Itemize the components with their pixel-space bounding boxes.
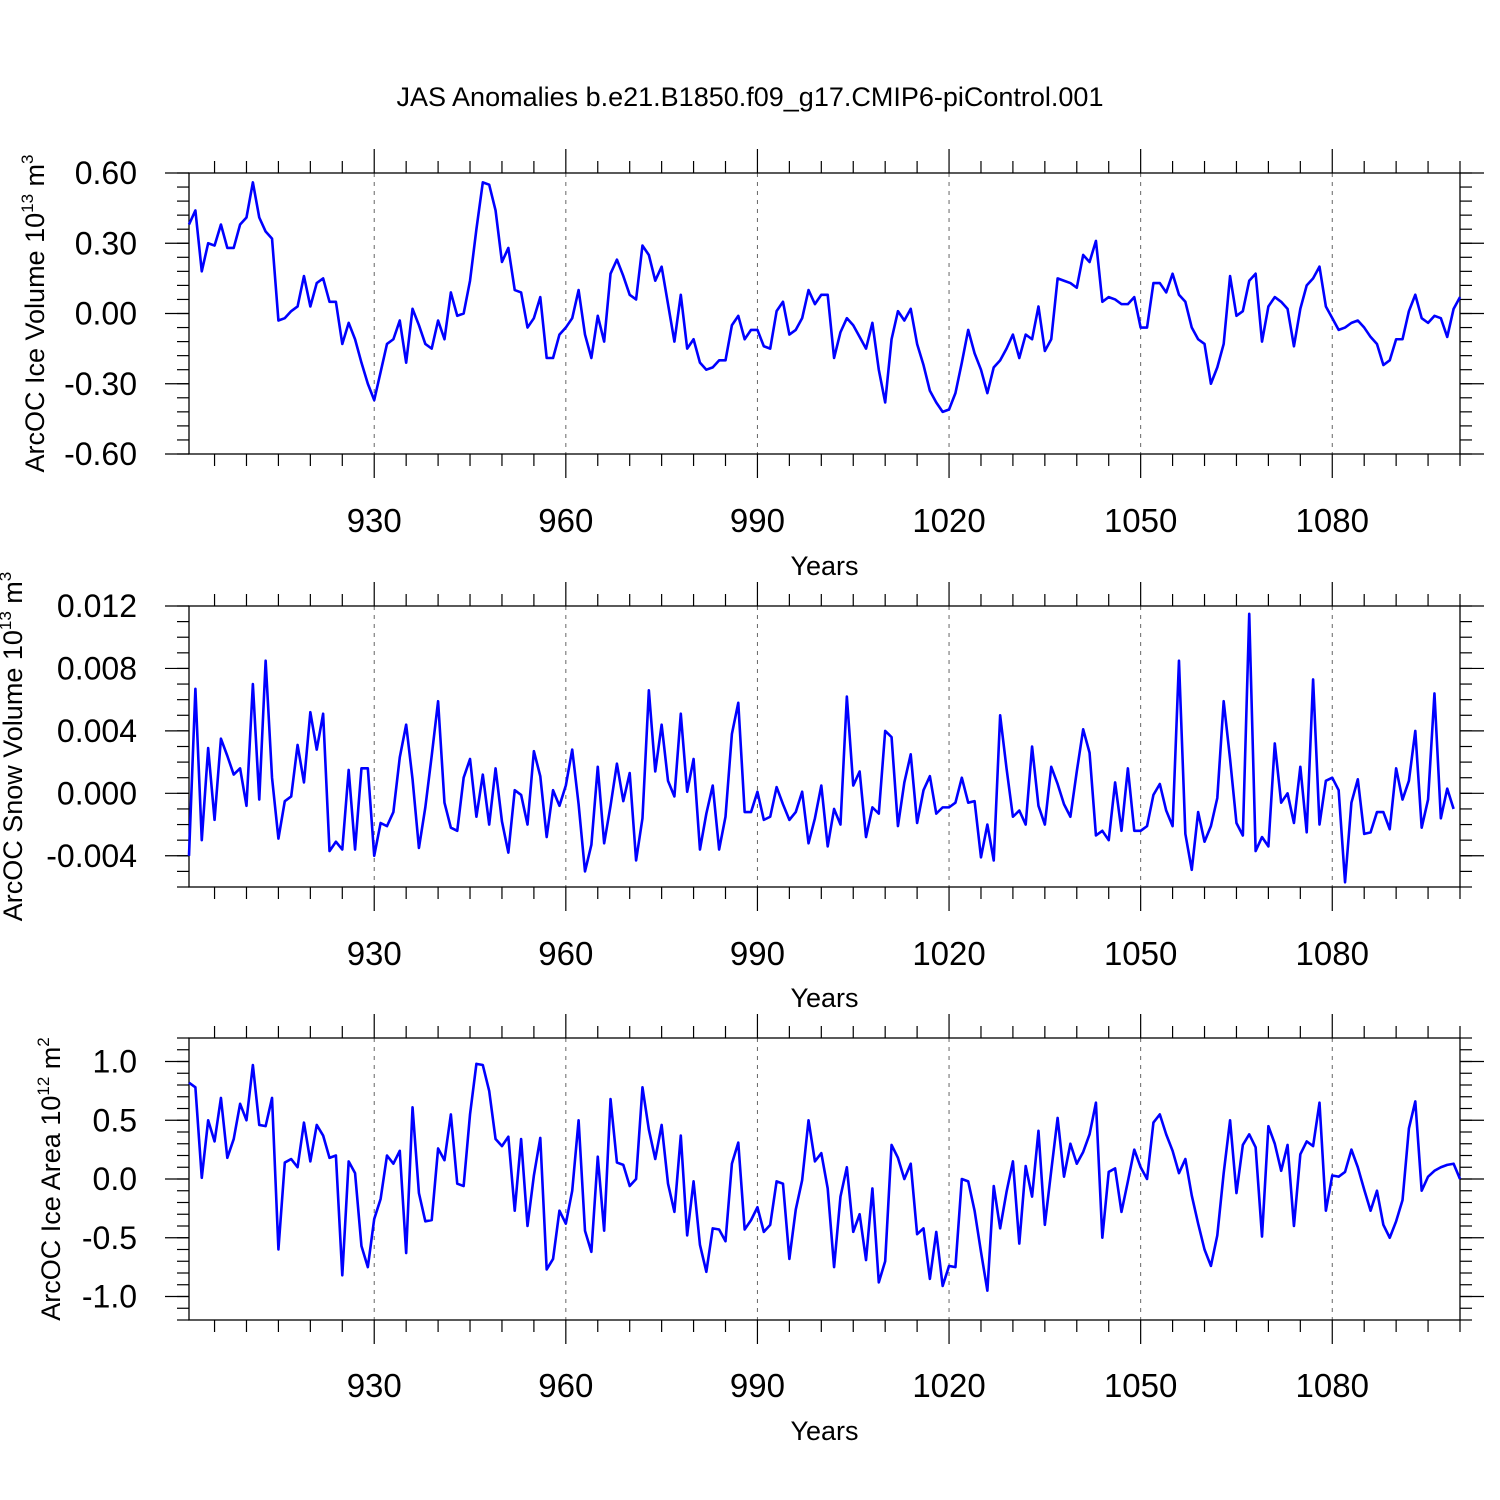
y-tick-label: 0.0 [93, 1161, 137, 1197]
x-tick-label-1050: 1050 [1104, 935, 1177, 972]
x-tick-label-1080: 1080 [1296, 935, 1369, 972]
chart-title: JAS Anomalies b.e21.B1850.f09_g17.CMIP6-… [397, 82, 1104, 112]
y-axis-label-exponent: 12 [34, 1077, 53, 1096]
y-axis-label-unit-exponent: 2 [34, 1037, 53, 1046]
y-tick-label: -0.5 [82, 1220, 137, 1256]
y-axis-label-exponent: 13 [18, 194, 37, 213]
x-tick-label-990: 990 [730, 502, 785, 539]
x-tick-label-930: 930 [347, 1367, 402, 1404]
x-tick-label-1080: 1080 [1296, 1367, 1369, 1404]
x-tick-label-960: 960 [538, 1367, 593, 1404]
y-tick-label: -0.60 [64, 436, 137, 472]
y-axis-label-unit: m [20, 164, 50, 194]
y-tick-label: 0.008 [57, 650, 137, 686]
x-tick-label-1020: 1020 [912, 935, 985, 972]
panel-snow-volume: 930 960 990 1020 1050 1080 -0.004 0.000 0.004 0.0… [0, 572, 1484, 1013]
panel-ice-volume: 930 960 990 1020 1050 1080 -0.60 -0.30 0.00 0.30 0… [18, 149, 1484, 581]
y-tick-label: 0.60 [75, 155, 137, 191]
y-axis-label-main: ArcOC Ice Area 10 [36, 1096, 66, 1321]
y-axis-label-unit-exponent: 3 [18, 154, 37, 163]
y-tick-label: -1.0 [82, 1279, 137, 1315]
y-axis-label-unit: m [0, 581, 28, 611]
x-axis-label: Years [790, 1416, 858, 1446]
series-line-ice-volume [187, 181, 1462, 414]
series-line-ice-area [188, 1062, 1462, 1292]
x-tick-label-930: 930 [347, 935, 402, 972]
y-tick-label: 0.00 [75, 296, 137, 332]
x-tick-label-930: 930 [347, 502, 402, 539]
y-tick-label: 0.5 [93, 1102, 137, 1138]
y-tick-label: 0.30 [75, 225, 137, 261]
y-axis-label-unit: m [36, 1047, 66, 1077]
y-tick-label: 0.012 [57, 588, 137, 624]
x-tick-label-960: 960 [538, 935, 593, 972]
plot-frame [188, 1037, 1461, 1321]
x-tick-label-1050: 1050 [1104, 1367, 1177, 1404]
y-axis-label: ArcOC Ice Area 1012 m2 [34, 1037, 66, 1321]
y-tick-label: 1.0 [93, 1044, 137, 1080]
x-tick-label-1080: 1080 [1296, 502, 1369, 539]
y-axis-label: ArcOC Ice Volume 1013 m3 [18, 154, 50, 472]
x-axis-label: Years [790, 551, 858, 581]
y-tick-label: -0.004 [46, 838, 137, 874]
panel-ice-area: 930 960 990 1020 1050 1080 -1.0 -0.5 0.0 0.5 1.0 Ye… [34, 1014, 1484, 1446]
x-axis-label: Years [790, 983, 858, 1013]
chart-panels: 930 960 990 1020 1050 1080 -0.60 -0.30 0.00 0.30 0… [0, 149, 1484, 1446]
y-axis-label-main: ArcOC Snow Volume 10 [0, 630, 28, 921]
y-axis-label-exponent: 13 [0, 611, 15, 630]
plot-frame [188, 172, 1461, 455]
y-tick-label: -0.30 [64, 366, 137, 402]
x-tick-label-1020: 1020 [912, 502, 985, 539]
x-tick-label-990: 990 [730, 1367, 785, 1404]
y-axis-label: ArcOC Snow Volume 1013 m3 [0, 572, 28, 922]
y-tick-label: 0.000 [57, 775, 137, 811]
x-tick-label-1020: 1020 [912, 1367, 985, 1404]
y-tick-label: 0.004 [57, 713, 137, 749]
x-tick-label-960: 960 [538, 502, 593, 539]
series-line-snow-volume [187, 612, 1455, 884]
y-axis-label-unit-exponent: 3 [0, 572, 15, 581]
x-tick-label-990: 990 [730, 935, 785, 972]
x-tick-label-1050: 1050 [1104, 502, 1177, 539]
y-axis-label-main: ArcOC Ice Volume 10 [20, 213, 50, 473]
